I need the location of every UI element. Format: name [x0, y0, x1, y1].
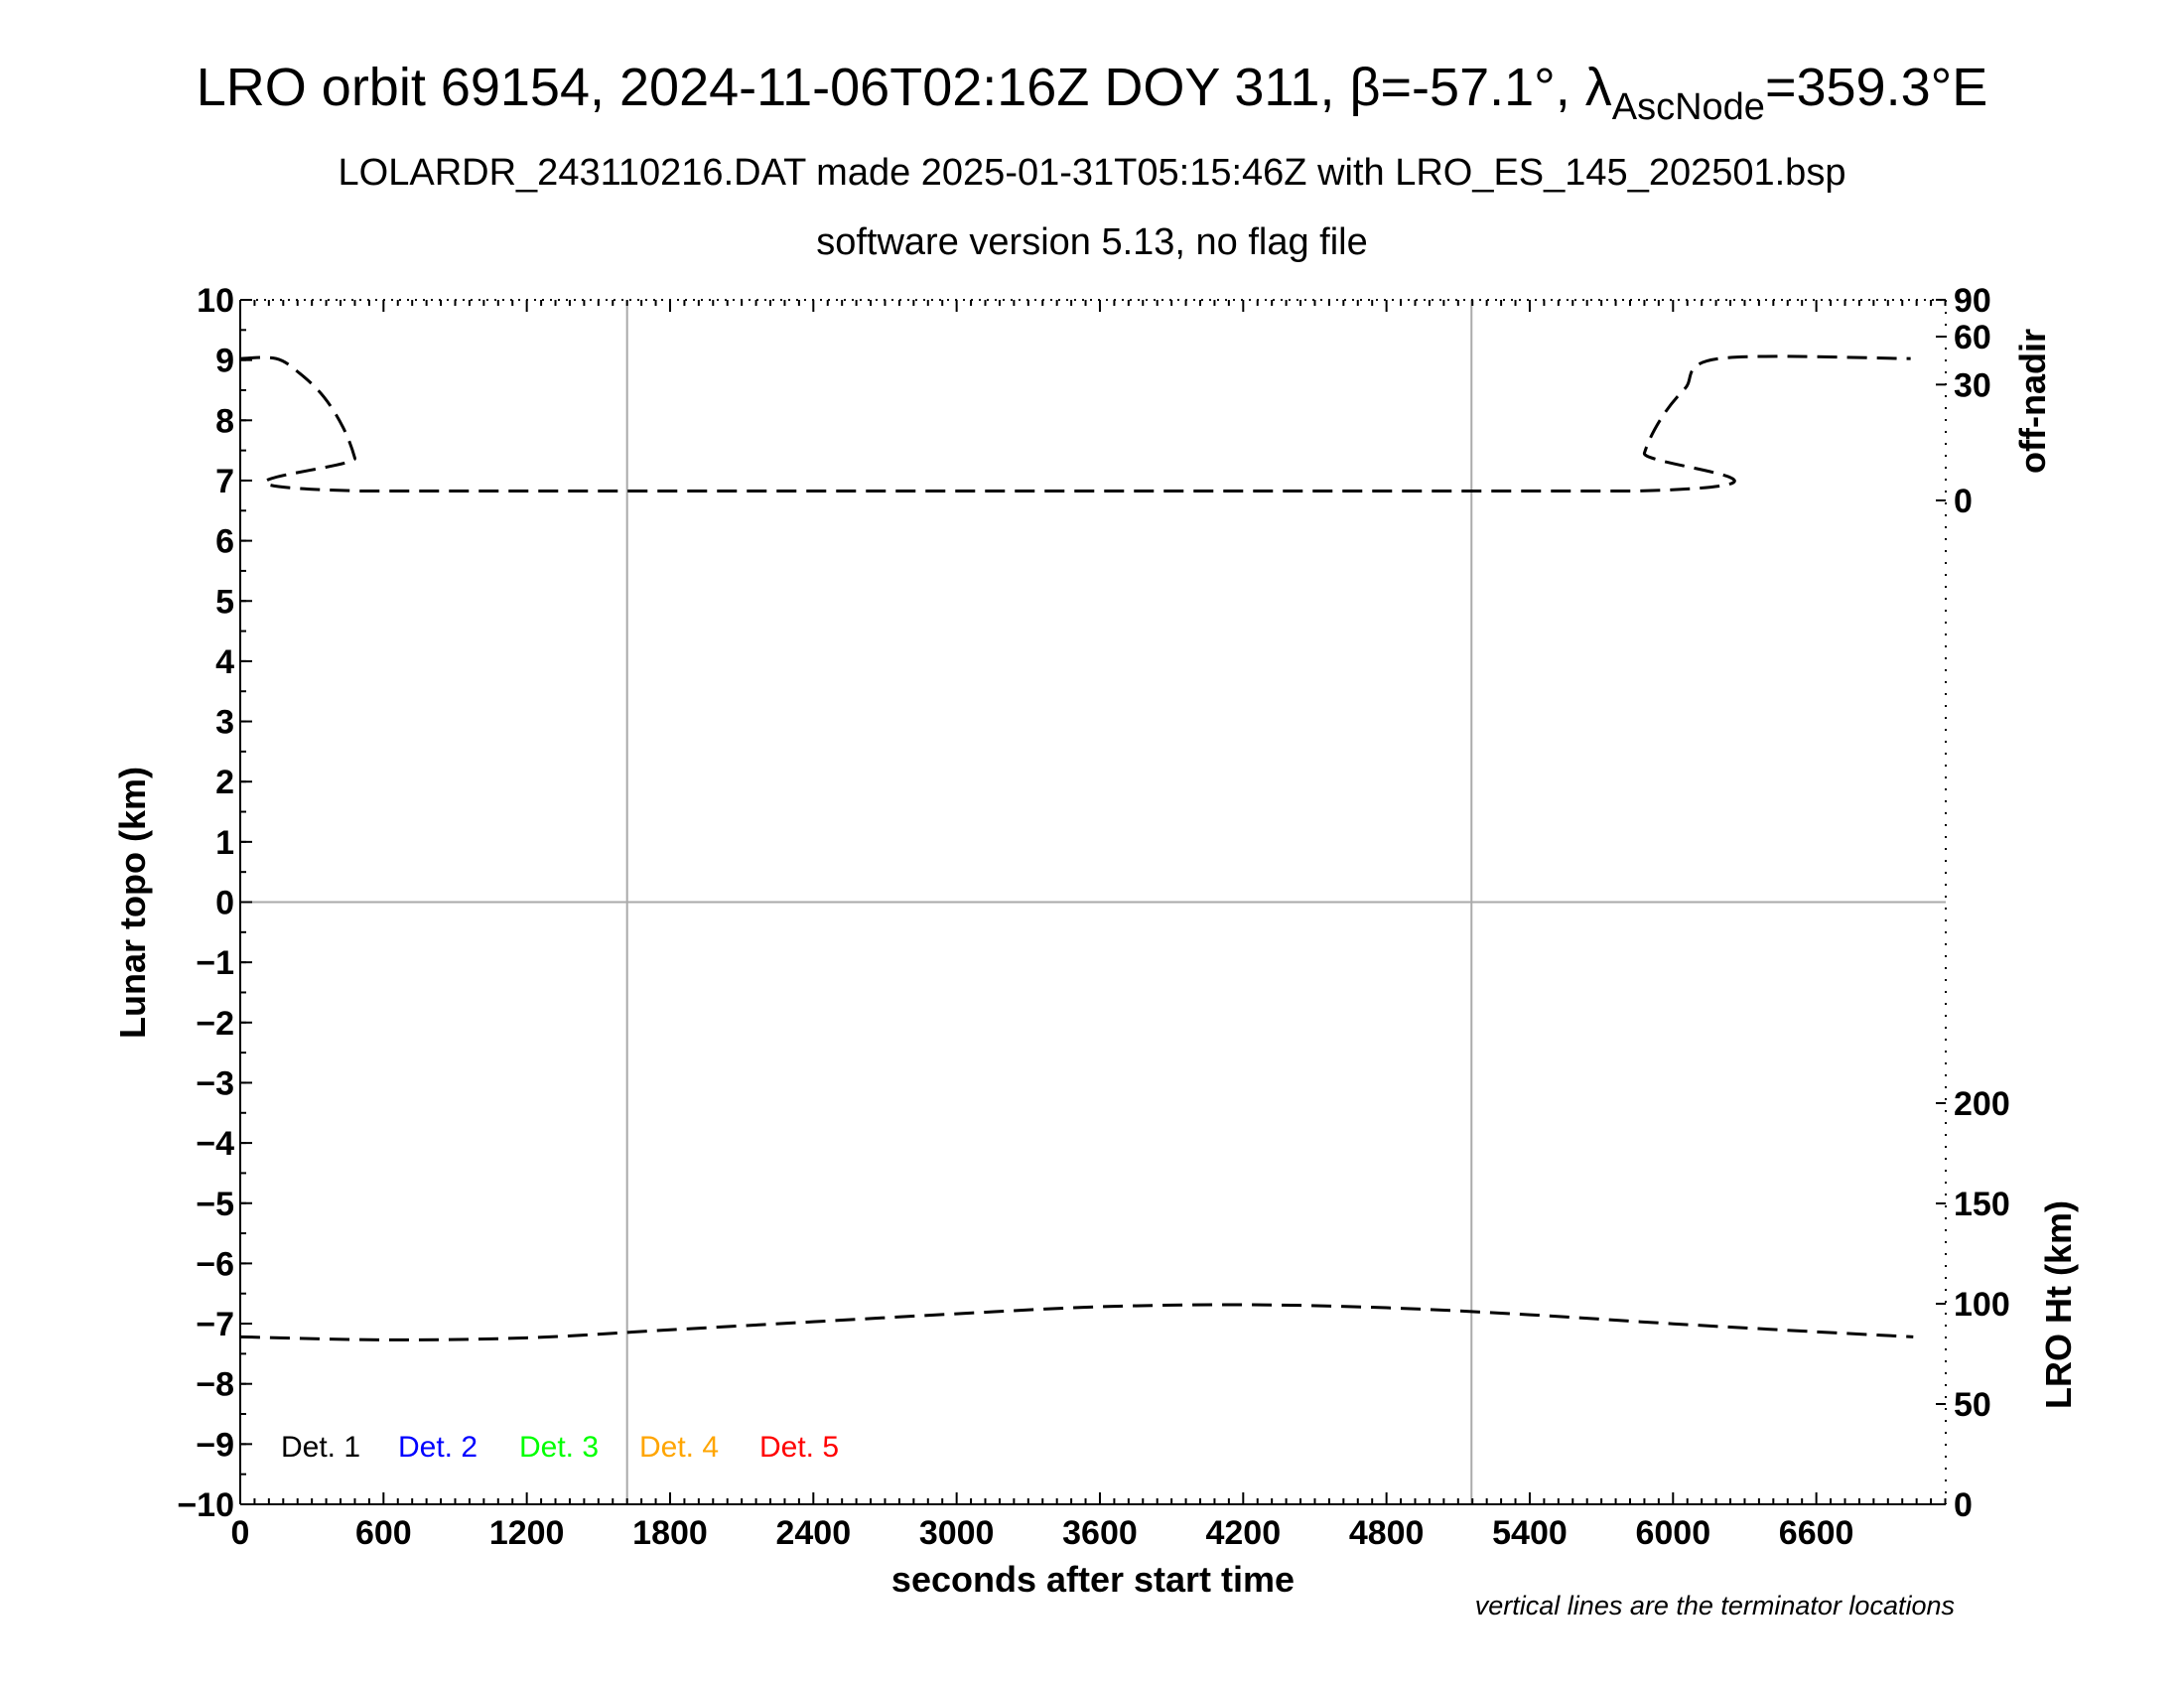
legend-item-det-2: Det. 2 — [398, 1431, 478, 1464]
y-tick-label: 4 — [215, 643, 234, 681]
axes: 0 600 1200 1800 2400 3000 3600 4200 4800 5400 6000… — [177, 282, 2009, 1552]
x-tick-label: 4800 — [1349, 1514, 1425, 1552]
right-axis-label-lro-height: LRO Ht (km) — [2038, 1200, 2079, 1409]
y-tick-label: −3 — [196, 1064, 234, 1102]
legend-item-det-1: Det. 1 — [281, 1431, 360, 1464]
x-tick-label: 1200 — [489, 1514, 565, 1552]
height-tick-label: 150 — [1954, 1186, 2010, 1223]
y-tick-label: 2 — [215, 764, 234, 801]
y-tick-label: −9 — [196, 1426, 234, 1464]
x-tick-label: 6600 — [1779, 1514, 1854, 1552]
lro-height-line — [239, 1303, 1914, 1341]
y-tick-label: 0 — [215, 885, 234, 922]
y-tick-label: −6 — [196, 1245, 234, 1283]
x-tick-label: 600 — [355, 1514, 412, 1552]
legend-item-det-5: Det. 5 — [759, 1431, 839, 1464]
off-nadir-tick-label: 30 — [1954, 366, 1991, 404]
height-tick-label: 100 — [1954, 1286, 2010, 1324]
chart-title: LRO orbit 69154, 2024-11-06T02:16Z DOY 3… — [197, 58, 1987, 128]
y-tick-label: −10 — [177, 1486, 234, 1524]
y-tick-label: −8 — [196, 1366, 234, 1404]
height-tick-label: 50 — [1954, 1386, 1991, 1424]
chart-subtitle-2: software version 5.13, no flag file — [816, 221, 1368, 263]
grid — [240, 300, 1946, 1504]
x-tick-label: 3000 — [919, 1514, 995, 1552]
y-tick-label: 1 — [215, 824, 234, 862]
y-tick-label: −4 — [196, 1125, 234, 1163]
legend: Det. 1 Det. 2 Det. 3 Det. 4 Det. 5 — [281, 1431, 839, 1464]
x-tick-label: 1800 — [632, 1514, 708, 1552]
y-tick-label: 9 — [215, 343, 234, 380]
y-tick-label: 6 — [215, 523, 234, 561]
off-nadir-tick-label: 60 — [1954, 319, 1991, 356]
marks — [239, 354, 1914, 1341]
y-tick-label: −5 — [196, 1186, 234, 1223]
y-tick-label: −7 — [196, 1306, 234, 1343]
off-nadir-line — [239, 354, 1911, 492]
y-tick-label: −2 — [196, 1005, 234, 1043]
x-tick-label: 6000 — [1635, 1514, 1710, 1552]
footnote: vertical lines are the terminator locati… — [1475, 1591, 1955, 1620]
y-tick-label: 5 — [215, 583, 234, 621]
y-tick-label: 10 — [197, 282, 234, 320]
legend-item-det-4: Det. 4 — [639, 1431, 719, 1464]
x-axis-label: seconds after start time — [891, 1559, 1295, 1600]
x-tick-label: 0 — [231, 1514, 250, 1552]
chart-subtitle: LOLARDR_243110216.DAT made 2025-01-31T05… — [339, 152, 1846, 194]
y-tick-label: 8 — [215, 402, 234, 440]
y-tick-label: 7 — [215, 463, 234, 500]
height-tick-label: 200 — [1954, 1085, 2010, 1123]
x-tick-label: 2400 — [775, 1514, 851, 1552]
height-tick-label: 0 — [1954, 1486, 1973, 1524]
off-nadir-tick-label: 90 — [1954, 282, 1991, 320]
off-nadir-tick-label: 0 — [1954, 483, 1973, 520]
x-tick-label: 4200 — [1205, 1514, 1281, 1552]
x-tick-label: 3600 — [1062, 1514, 1138, 1552]
x-tick-label: 5400 — [1492, 1514, 1568, 1552]
right-axis-label-off-nadir: off-nadir — [2012, 329, 2053, 474]
y-axis-label: Lunar topo (km) — [112, 767, 153, 1039]
legend-item-det-3: Det. 3 — [519, 1431, 599, 1464]
y-tick-label: −1 — [196, 944, 234, 982]
y-tick-label: 3 — [215, 704, 234, 742]
